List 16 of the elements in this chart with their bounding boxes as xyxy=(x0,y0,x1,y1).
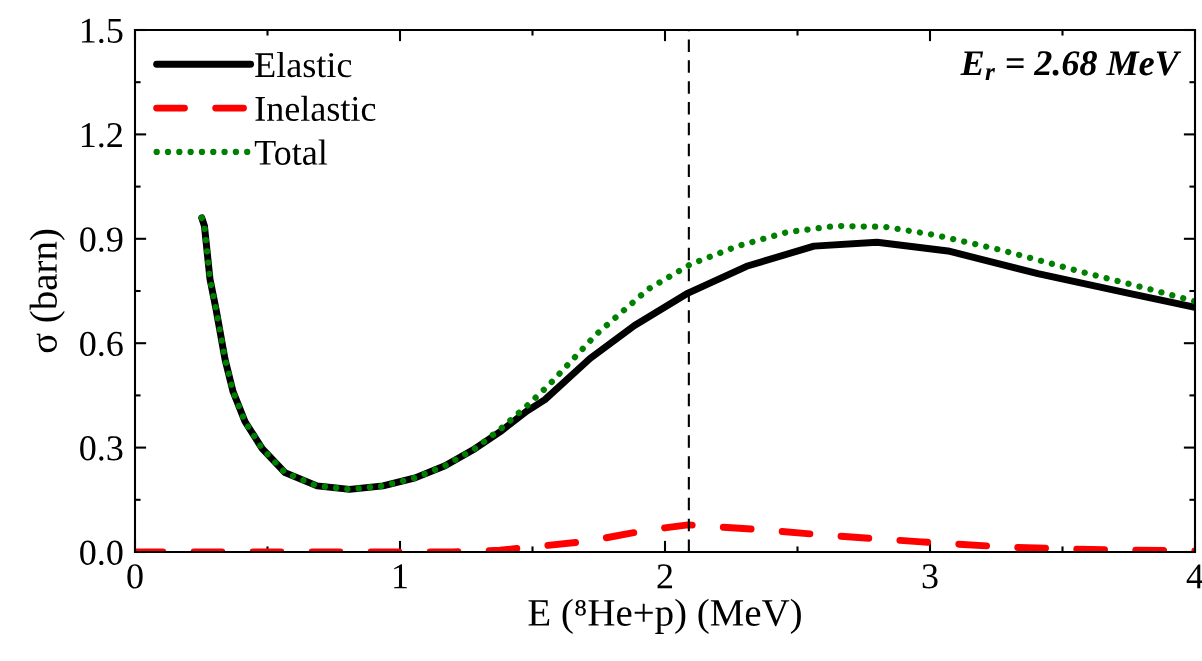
y-tick-label: 1.2 xyxy=(81,123,122,148)
y-axis-title: σ (barn) xyxy=(29,229,65,353)
y-tick-label: 1.5 xyxy=(81,18,123,44)
x-tick-label: 3 xyxy=(922,564,938,589)
legend-label: Elastic xyxy=(255,51,352,78)
x-axis-title: E (⁸He+p) (MeV) xyxy=(528,598,801,634)
x-tick-label: 2 xyxy=(657,564,673,589)
y-tick-label: 0.3 xyxy=(80,436,123,461)
y-tick-label: 0.6 xyxy=(80,331,123,357)
legend-label: Inelastic xyxy=(255,95,376,122)
x-tick-label: 0 xyxy=(127,564,143,589)
legend-label: Total xyxy=(254,139,328,165)
y-tick-label: 0.0 xyxy=(80,540,123,566)
x-tick-label: 1 xyxy=(394,564,407,589)
y-tick-label: 0.9 xyxy=(80,227,123,252)
annotation: E$_{r}$ = 2.68 MeV xyxy=(960,51,1182,81)
